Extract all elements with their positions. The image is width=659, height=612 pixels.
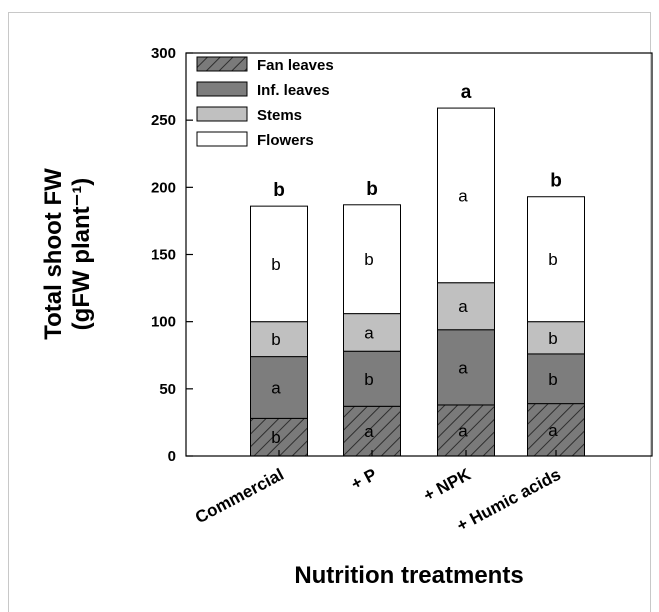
bar-segment-flowers <box>437 107 495 284</box>
bar-segment-fan-leaves <box>437 404 495 457</box>
x-tick-label: + NPK <box>420 464 474 505</box>
y-axis-title-line2: (gFW plant⁻¹) <box>68 178 95 331</box>
legend-swatch <box>196 106 248 122</box>
x-tick-label: + P <box>348 465 380 494</box>
y-tick-label: 250 <box>151 112 176 129</box>
segment-significance-label: b <box>271 428 280 447</box>
segment-significance-label: a <box>364 323 374 342</box>
legend-swatch <box>196 56 248 72</box>
segment-significance-label: a <box>271 378 281 397</box>
segment-significance-label: b <box>548 250 557 269</box>
x-tick-label: Commercial <box>192 465 287 527</box>
segment-significance-label: b <box>271 330 280 349</box>
bar-segment-fan-leaves <box>250 417 308 457</box>
bar-segment-inf-leaves <box>343 350 401 407</box>
segment-significance-label: a <box>458 358 468 377</box>
bar-segment-flowers <box>343 204 401 315</box>
bar-segment-fan-leaves <box>527 403 585 457</box>
total-significance-label: b <box>366 179 378 200</box>
bar-segment-flowers <box>250 205 308 323</box>
bar-segment-inf-leaves <box>437 329 495 406</box>
segment-significance-label: a <box>458 297 468 316</box>
legend-label: Stems <box>257 107 302 124</box>
y-axis: 0 50 100 150 200 250 300 <box>151 45 193 465</box>
bar-segment-inf-leaves <box>250 356 308 419</box>
bar-segment-stems <box>343 313 401 352</box>
y-tick-label: 0 <box>168 448 176 465</box>
legend-swatch <box>196 131 248 147</box>
segment-significance-label: a <box>548 421 558 440</box>
segment-significance-label: a <box>458 421 468 440</box>
legend: Fan leaves Inf. leaves Stems Flowers <box>196 56 334 149</box>
y-tick-label: 150 <box>151 247 176 264</box>
segment-significance-label: a <box>364 422 374 441</box>
total-significance-label: b <box>273 180 285 201</box>
bar-segment-stems <box>437 282 495 331</box>
bar-segment-inf-leaves <box>527 353 585 405</box>
bars-layer: b a b b b a b a b b a a a a a a b b b b <box>250 82 585 457</box>
y-tick-label: 300 <box>151 45 176 62</box>
x-axis: Commercial + P + NPK+ Humic acids <box>192 450 564 535</box>
bar-segment-stems <box>250 321 308 358</box>
legend-label: Fan leaves <box>257 57 334 74</box>
total-significance-label: b <box>550 171 562 192</box>
y-tick-label: 50 <box>159 381 176 398</box>
legend-label: Inf. leaves <box>257 82 330 99</box>
segment-significance-label: b <box>548 329 557 348</box>
segment-significance-label: b <box>271 255 280 274</box>
segment-significance-label: b <box>364 250 373 269</box>
y-tick-label: 200 <box>151 179 176 196</box>
segment-significance-label: b <box>548 370 557 389</box>
legend-label: Flowers <box>257 132 314 149</box>
legend-swatch <box>196 81 248 97</box>
total-significance-label: a <box>461 82 472 103</box>
segment-significance-label: b <box>364 370 373 389</box>
bar-segment-flowers <box>527 196 585 323</box>
y-axis-title-line1: Total shoot FW <box>40 168 67 340</box>
y-tick-label: 100 <box>151 314 176 331</box>
x-axis-title: Nutrition treatments <box>294 562 523 588</box>
segment-significance-label: a <box>458 186 468 205</box>
